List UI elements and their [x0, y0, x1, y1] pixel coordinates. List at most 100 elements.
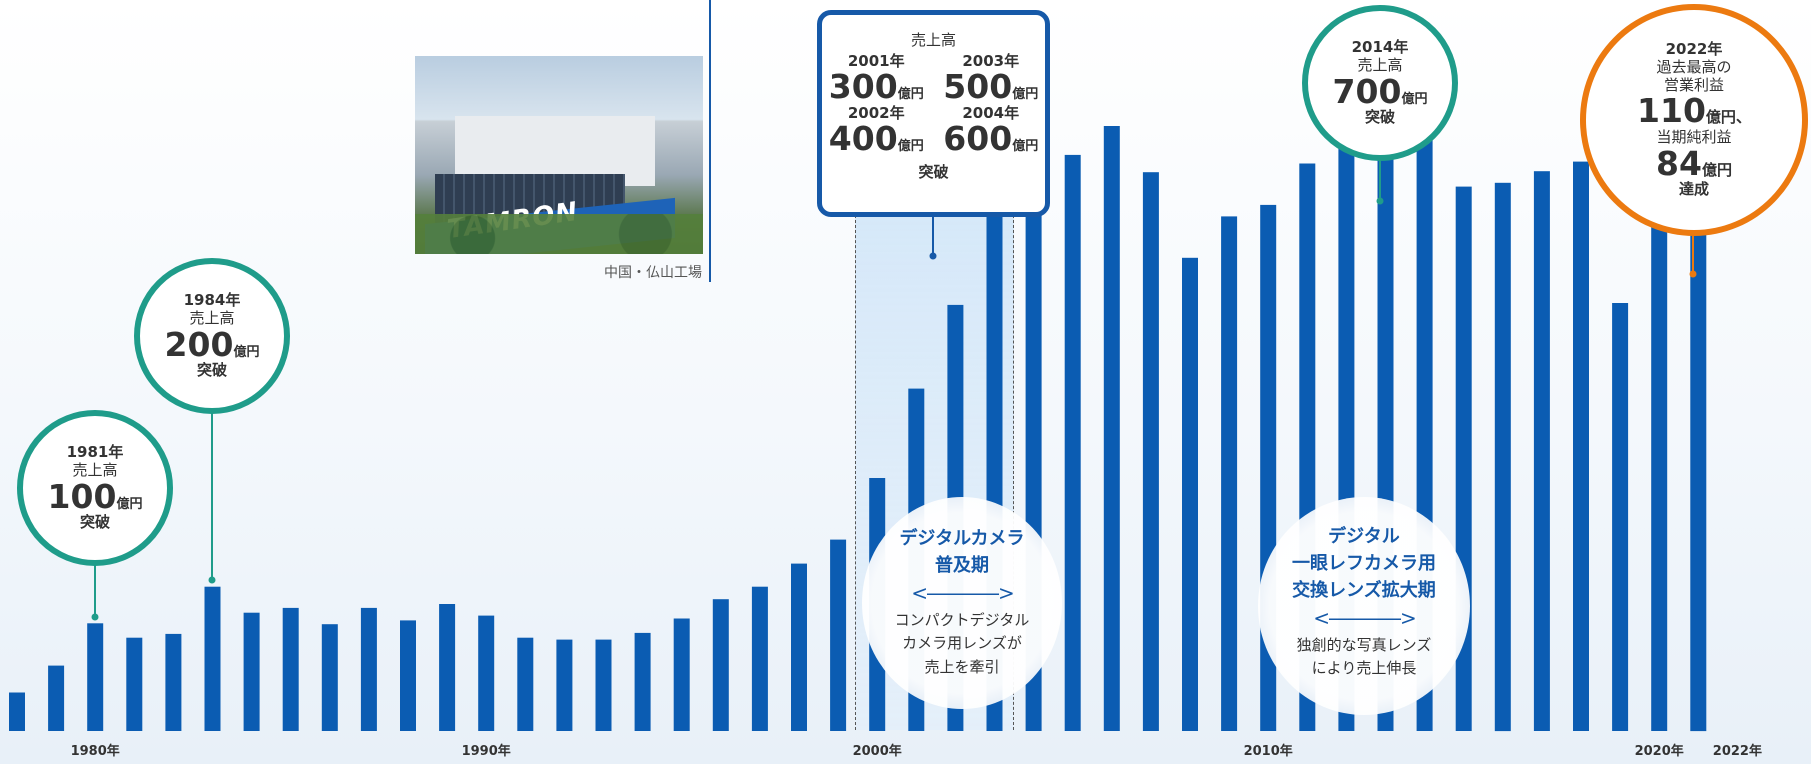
bar-2019	[1612, 303, 1629, 731]
callout-2022-line1: 過去最高の	[1656, 57, 1732, 76]
bar-2016	[1494, 182, 1511, 732]
double-arrow-icon: <————>	[1313, 606, 1417, 630]
callout-2004-year: 2004年	[962, 104, 1020, 123]
bar-1981	[126, 637, 143, 731]
bar-2006	[1103, 126, 1120, 731]
bar-1998	[791, 563, 807, 731]
era-dslr-title1: デジタル	[1328, 526, 1400, 547]
callout-2022: 2022年 過去最高の 営業利益 110億円、 当期純利益 84億円 達成	[1580, 4, 1808, 236]
callout-2014-label: 売上高	[1357, 55, 1403, 74]
era-dslr: デジタル 一眼レフカメラ用 交換レンズ拡大期 <————> 独創的な写真レンズ …	[1258, 497, 1470, 715]
callout-1981-label: 売上高	[72, 460, 118, 479]
callout-2022-line3: 当期純利益	[1656, 127, 1732, 146]
x-tick-2020: 2020年	[1634, 744, 1684, 759]
bar-1978	[9, 692, 25, 731]
bar-1987	[360, 607, 377, 731]
bar-1991	[517, 637, 534, 731]
callout-2022-value2: 84	[1656, 143, 1702, 183]
bar-1989	[439, 604, 456, 731]
callout-2001-2004: 売上高 2001年 300億円 2003年 500億円 2002年 400億円 …	[817, 10, 1050, 217]
callout-2014-value: 700	[1332, 71, 1402, 111]
callout-1981-unit: 億円	[116, 496, 143, 512]
callout-1981-value: 100	[47, 476, 117, 516]
callout-2022-line2: 営業利益	[1663, 75, 1724, 94]
callout-2003-unit: 億円	[1012, 86, 1039, 102]
x-tick-2010: 2010年	[1243, 744, 1293, 759]
era-digital-compact-title1: デジタルカメラ	[899, 528, 1025, 549]
callout-2001-unit: 億円	[897, 86, 924, 102]
callout-2002-year: 2002年	[847, 104, 905, 123]
callout-2003-year: 2003年	[962, 52, 1020, 70]
bar-2005	[1064, 154, 1081, 731]
callout-2014: 2014年 売上高 700億円 突破	[1302, 5, 1458, 161]
bar-2009	[1221, 216, 1238, 731]
callout-2001-label: 売上高	[910, 31, 956, 49]
factory-photo: TAMRON	[415, 56, 703, 254]
era-dslr-sub1: 独創的な写真レンズ	[1296, 636, 1432, 654]
callout-2002-value: 400	[828, 119, 898, 159]
era-digital-compact-sub2: カメラ用レンズが	[902, 634, 1022, 653]
callout-1984: 1984年 売上高 200億円 突破	[134, 258, 290, 414]
x-tick-2022: 2022年	[1712, 744, 1762, 759]
bar-1992	[556, 639, 573, 731]
bar-1985	[282, 607, 299, 731]
x-tick-2000: 2000年	[852, 744, 902, 759]
era-dslr-sub2: により売上伸長	[1311, 659, 1417, 678]
bar-1994	[634, 632, 651, 731]
callout-1981: 1981年 売上高 100億円 突破	[17, 410, 173, 566]
bar-1983	[204, 586, 221, 731]
x-tick-1990: 1990年	[461, 744, 511, 759]
era-dslr-title3: 交換レンズ拡大期	[1292, 580, 1436, 601]
callout-2004-unit: 億円	[1012, 139, 1039, 155]
bar-1984	[243, 612, 260, 731]
callout-2001-value: 300	[828, 66, 898, 106]
bar-2007	[1142, 172, 1159, 731]
era-digital-compact-sub3: 売上を牽引	[924, 657, 1000, 676]
callout-2002-unit: 億円	[897, 139, 924, 155]
photo-caption: 中国・仏山工場	[604, 265, 702, 281]
callout-2022-suffix1: 、	[1735, 108, 1751, 127]
callout-2004-value: 600	[943, 119, 1013, 159]
callout-2014-year: 2014年	[1351, 38, 1409, 57]
callout-1984-tail: 突破	[196, 361, 227, 380]
callout-2022-unit1: 億円	[1705, 108, 1736, 127]
callout-1984-year: 1984年	[183, 291, 241, 310]
era-digital-compact-title2: 普及期	[935, 555, 989, 576]
x-tick-1980: 1980年	[70, 744, 120, 759]
bar-1990	[478, 615, 495, 731]
callout-2014-tail: 突破	[1364, 108, 1395, 127]
callout-2022-value1: 110	[1637, 91, 1706, 131]
callout-2001-tail: 突破	[918, 162, 949, 181]
bar-1982	[165, 633, 182, 731]
callout-1981-year: 1981年	[66, 443, 124, 462]
callout-2003-value: 500	[943, 66, 1013, 106]
era-dslr-title2: 一眼レフカメラ用	[1292, 553, 1436, 574]
bar-2020	[1651, 184, 1668, 731]
bar-2008	[1182, 257, 1198, 731]
callout-1984-value: 200	[164, 324, 234, 364]
callout-1984-unit: 億円	[233, 344, 260, 360]
bar-2017	[1533, 171, 1550, 731]
bar-1997	[751, 586, 768, 731]
callout-2022-tail: 達成	[1678, 180, 1709, 199]
bar-1986	[321, 624, 338, 731]
bar-2021	[1690, 182, 1707, 732]
bar-2018	[1573, 161, 1589, 732]
bar-1996	[712, 599, 729, 731]
double-arrow-icon: <————>	[911, 581, 1015, 605]
callout-2022-unit2: 億円	[1701, 160, 1732, 179]
bar-1993	[595, 639, 612, 731]
callout-2014-unit: 億円	[1401, 91, 1428, 107]
callout-1981-tail: 突破	[79, 513, 110, 532]
callout-2022-year: 2022年	[1665, 40, 1723, 59]
callout-1984-label: 売上高	[189, 308, 235, 327]
bar-1980	[87, 623, 104, 731]
bar-1979	[48, 665, 65, 731]
bar-1995	[673, 618, 690, 731]
bar-1988	[400, 620, 416, 731]
bar-1999	[830, 539, 847, 731]
callout-2001-year: 2001年	[847, 52, 905, 70]
era-digital-compact-sub1: コンパクトデジタル	[894, 611, 1030, 629]
era-digital-compact: デジタルカメラ 普及期 <————> コンパクトデジタル カメラ用レンズが 売上…	[862, 497, 1062, 709]
